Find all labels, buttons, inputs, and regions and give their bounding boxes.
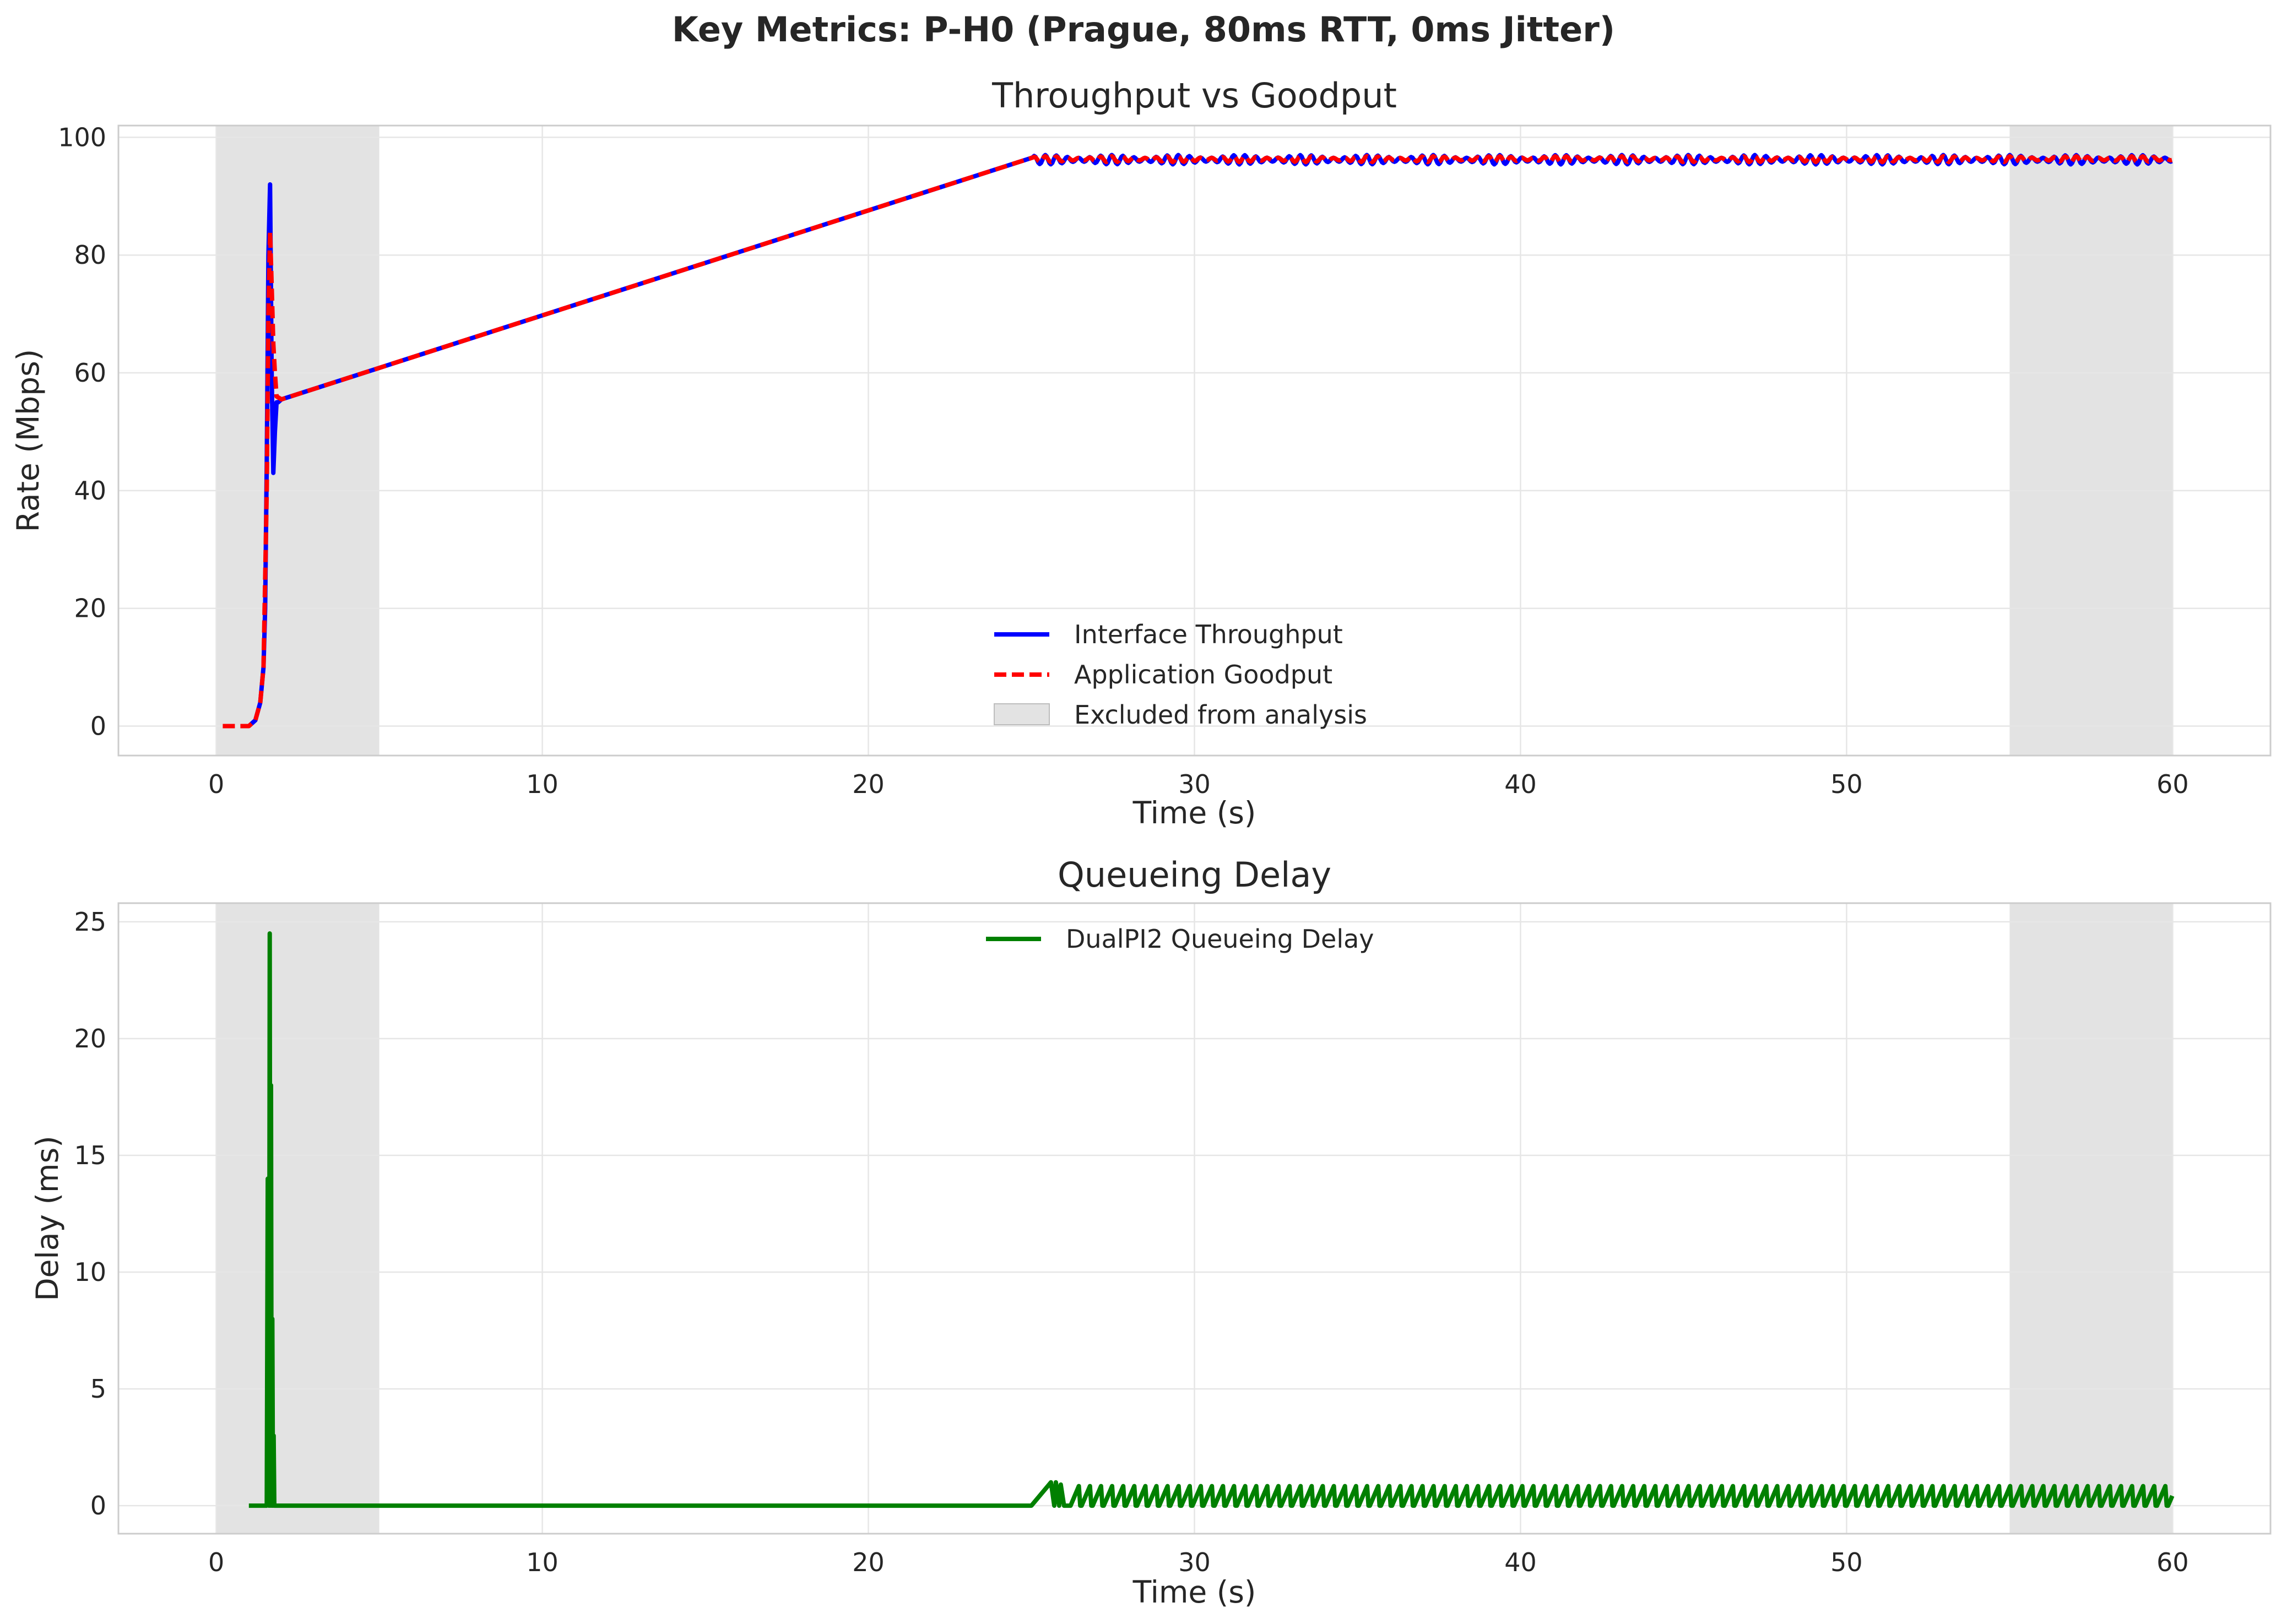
chart-title: Throughput vs Goodput	[991, 75, 1397, 116]
y-tick-label: 40	[74, 476, 106, 506]
excluded-region	[2009, 903, 2173, 1534]
chart-title: Queueing Delay	[1058, 855, 1331, 895]
x-tick-label: 50	[1830, 769, 1863, 799]
figure-suptitle: Key Metrics: P-H0 (Prague, 80ms RTT, 0ms…	[672, 9, 1615, 50]
series-line-dualpi2-queueing-delay	[248, 931, 2175, 1508]
legend-item: Interface Throughput	[994, 620, 1343, 649]
y-tick-label: 0	[90, 1491, 106, 1520]
y-tick-label: 80	[74, 240, 106, 270]
legend-label: Interface Throughput	[1074, 620, 1343, 649]
legend: Interface Throughput Application Goodput E…	[994, 620, 1367, 730]
excluded-region	[2009, 126, 2173, 756]
legend-item: Excluded from analysis	[994, 700, 1367, 730]
x-tick-label: 60	[2156, 1547, 2189, 1577]
x-tick-label: 30	[1178, 769, 1211, 799]
series-line-application-goodput	[223, 154, 2173, 729]
axes-frame	[117, 902, 2272, 1535]
x-axis-label: Time (s)	[1132, 1574, 1256, 1610]
x-tick-label: 0	[208, 1547, 224, 1577]
excluded-region	[216, 126, 380, 756]
legend-item: DualPI2 Queueing Delay	[986, 924, 1374, 954]
y-tick-label: 60	[74, 358, 106, 388]
throughput-chart: 0 10 20 30 40 50 60 0 20 40 60 80 100 Throughput vs G…	[10, 75, 2272, 830]
legend-swatch	[994, 703, 1050, 725]
x-tick-label: 10	[526, 769, 559, 799]
legend: DualPI2 Queueing Delay	[986, 924, 1374, 954]
legend-label: DualPI2 Queueing Delay	[1066, 924, 1374, 954]
y-tick-label: 15	[74, 1140, 106, 1170]
excluded-region	[216, 903, 380, 1534]
legend-item: Application Goodput	[994, 660, 1332, 689]
axes-frame	[117, 124, 2272, 757]
y-tick-label: 25	[74, 907, 106, 937]
queueing-delay-chart: 0 10 20 30 40 50 60 0 5 10 15 20 25 Queueing Delay Tim…	[30, 855, 2272, 1610]
y-tick-label: 5	[90, 1374, 106, 1404]
y-tick-label: 10	[74, 1257, 106, 1287]
x-tick-label: 60	[2156, 769, 2189, 799]
y-tick-label: 20	[74, 1024, 106, 1053]
y-tick-label: 20	[74, 594, 106, 623]
x-tick-label: 10	[526, 1547, 559, 1577]
x-tick-label: 20	[852, 769, 885, 799]
y-axis-label: Delay (ms)	[30, 1136, 65, 1301]
legend-label: Application Goodput	[1074, 660, 1332, 689]
x-axis-label: Time (s)	[1132, 795, 1256, 830]
y-axis-label: Rate (Mbps)	[10, 349, 46, 532]
x-tick-label: 40	[1504, 1547, 1537, 1577]
y-tick-label: 100	[58, 122, 106, 152]
legend-label: Excluded from analysis	[1074, 700, 1367, 730]
x-tick-label: 0	[208, 769, 224, 799]
x-tick-label: 30	[1178, 1547, 1211, 1577]
x-tick-label: 20	[852, 1547, 885, 1577]
y-tick-label: 0	[90, 711, 106, 741]
x-tick-label: 50	[1830, 1547, 1863, 1577]
x-tick-label: 40	[1504, 769, 1537, 799]
